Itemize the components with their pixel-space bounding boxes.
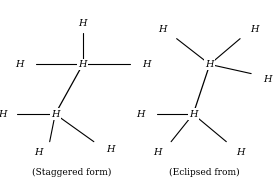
Text: H: H	[106, 145, 115, 153]
Text: H: H	[153, 148, 161, 157]
Text: H: H	[137, 110, 145, 118]
Text: H: H	[236, 148, 244, 157]
Text: H: H	[0, 110, 7, 118]
Text: H: H	[79, 20, 87, 28]
Text: H: H	[15, 60, 23, 69]
Text: H: H	[189, 110, 197, 118]
Text: H: H	[142, 60, 150, 69]
Text: H: H	[51, 110, 59, 118]
Text: (Eclipsed from): (Eclipsed from)	[169, 167, 240, 177]
Text: H: H	[79, 60, 87, 69]
Text: H: H	[264, 75, 272, 84]
Text: H: H	[250, 25, 258, 34]
Text: (Staggered form): (Staggered form)	[32, 167, 112, 177]
Text: H: H	[206, 60, 214, 69]
Text: H: H	[34, 148, 43, 157]
Text: H: H	[159, 25, 167, 34]
